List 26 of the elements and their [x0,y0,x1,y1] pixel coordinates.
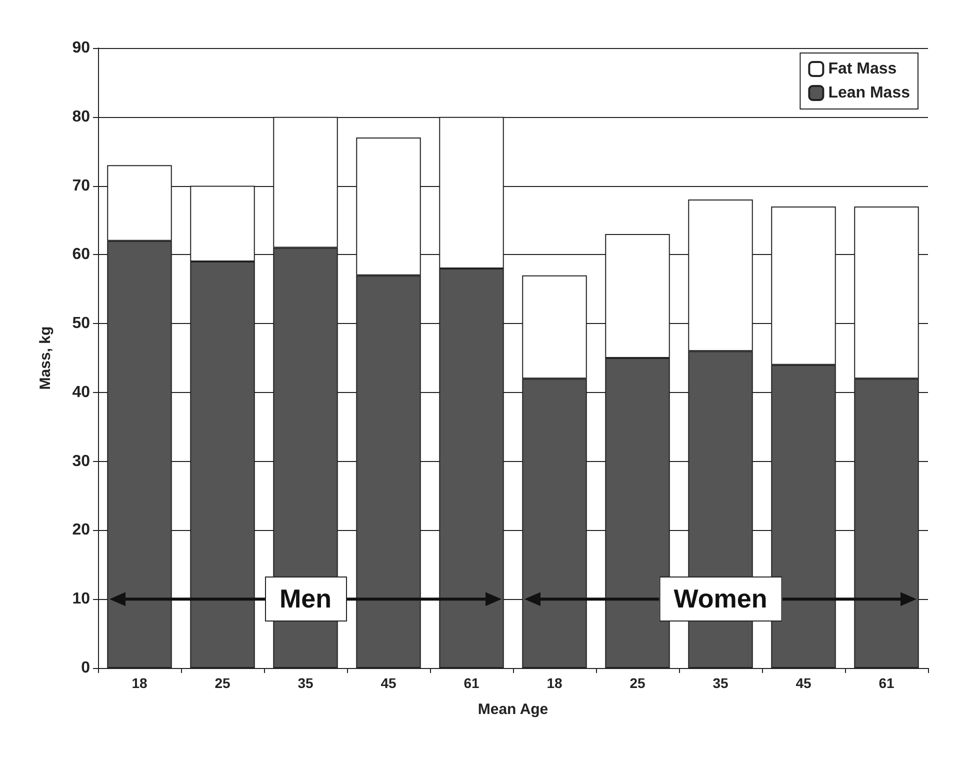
y-axis-title: Mass, kg [37,326,54,390]
x-tick-label: 18 [132,675,148,691]
x-tick-label: 45 [380,675,396,691]
y-tick-label: 80 [72,108,90,126]
y-tick-label: 50 [72,315,90,332]
x-tick-label: 25 [630,675,646,691]
x-tick-label: 25 [214,675,230,691]
y-tick-label: 20 [72,522,90,539]
y-tick-label: 0 [81,660,90,676]
x-tick-label: 35 [712,675,728,691]
annotation: Women [658,576,782,622]
y-tick-label: 90 [72,40,90,56]
y-tick-label: 30 [72,452,90,470]
y-tick-label: 10 [72,590,90,608]
y-tick-label: 60 [72,246,90,264]
legend-label: Lean Mass [828,84,910,102]
annotation: Men [264,576,346,622]
x-tick-label: 35 [298,675,314,691]
x-tick-label: 61 [878,675,894,691]
x-tick-label: 45 [796,675,812,691]
x-tick-label: 61 [464,675,480,691]
y-tick-label: 40 [72,384,90,401]
x-tick-label: 18 [546,675,562,691]
y-tick-label: 70 [72,177,90,194]
x-axis-title: Mean Age [478,701,548,718]
legend-label: Fat Mass [828,60,897,78]
